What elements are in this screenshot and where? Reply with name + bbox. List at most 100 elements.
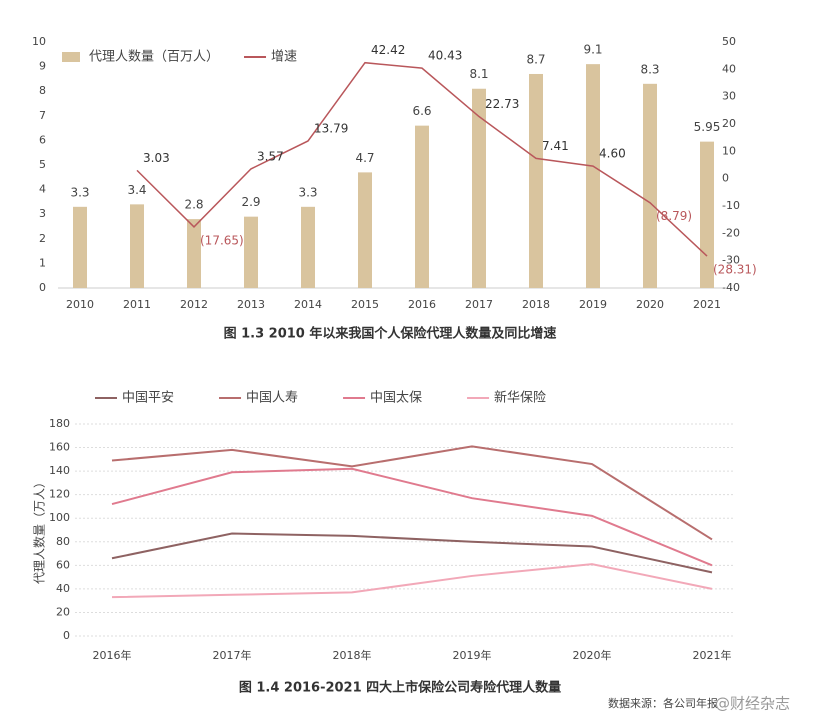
value-label: 4.7 (355, 151, 374, 165)
x-tick-label: 2013 (237, 298, 265, 311)
bar (415, 125, 429, 288)
line (136, 61, 708, 257)
legend-label: 新华保险 (494, 390, 546, 406)
bar (472, 88, 486, 289)
y-tick-label: 5 (39, 158, 46, 171)
y-axis-label: 代理人数量（万人） (32, 476, 47, 584)
bar (73, 206, 87, 288)
x-tick-label: 2017 (465, 298, 493, 311)
value-label: 4.60 (599, 147, 626, 161)
x-tick-label: 2018年 (333, 648, 372, 662)
legend-label: 代理人数量（百万人） (89, 50, 219, 65)
y-tick-label: 80 (56, 535, 70, 548)
value-label: 7.41 (542, 139, 569, 153)
y-tick-label: 160 (49, 441, 70, 454)
y-tick-label: 180 (49, 417, 70, 430)
x-tick-label: 2014 (294, 298, 322, 311)
y-tick-label: 7 (39, 109, 46, 122)
legend-label: 增速 (271, 50, 297, 65)
bar (130, 204, 144, 288)
y-tick-label: 120 (49, 488, 70, 501)
x-tick-label: 2012 (180, 298, 208, 311)
chart-title: 图 1.3 2010 年以来我国个人保险代理人数量及同比增速 (224, 326, 557, 342)
bar (700, 141, 714, 288)
value-label: 8.1 (469, 67, 488, 81)
bar (529, 73, 543, 288)
chart-title: 图 1.4 2016-2021 四大上市保险公司寿险代理人数量 (239, 680, 561, 696)
bar (244, 216, 258, 288)
value-label: 2.8 (184, 198, 203, 212)
y-tick-label: 3 (39, 207, 46, 220)
value-label: 8.7 (526, 52, 545, 66)
y2-tick-label: 10 (722, 144, 736, 157)
y2-tick-label: 0 (722, 172, 729, 185)
value-label: 5.95 (694, 120, 721, 134)
value-label: (17.65) (200, 233, 244, 247)
y-tick-label: 0 (39, 281, 46, 294)
value-label: 3.4 (127, 183, 146, 197)
x-tick-label: 2015 (351, 298, 379, 311)
x-tick-label: 2020年 (573, 648, 612, 662)
bar (301, 206, 315, 288)
value-label: (8.79) (656, 209, 692, 223)
value-label: 3.57 (257, 149, 284, 163)
value-label: 3.3 (298, 185, 317, 199)
y-tick-label: 6 (39, 133, 46, 146)
y2-tick-label: 40 (722, 62, 736, 75)
bar (643, 83, 657, 288)
x-tick-label: 2018 (522, 298, 550, 311)
y-tick-label: 140 (49, 464, 70, 477)
y2-tick-label: -10 (722, 199, 740, 212)
y-tick-label: 2 (39, 232, 46, 245)
x-tick-label: 2021年 (693, 648, 732, 662)
value-label: 6.6 (412, 104, 431, 118)
x-tick-label: 2011 (123, 298, 151, 311)
value-label: 22.73 (485, 97, 519, 111)
line (111, 563, 713, 599)
watermark: @财经杂志 (715, 695, 790, 713)
value-label: 3.3 (70, 185, 89, 199)
x-tick-label: 2016 (408, 298, 436, 311)
y2-tick-label: -20 (722, 226, 740, 239)
legend-label: 中国平安 (122, 391, 174, 406)
y-tick-label: 9 (39, 60, 46, 73)
bar (358, 172, 372, 288)
y-tick-label: 4 (39, 183, 46, 196)
x-tick-label: 2017年 (213, 648, 252, 662)
y2-tick-label: 30 (722, 90, 736, 103)
y2-tick-label: -40 (722, 281, 740, 294)
x-tick-label: 2019 (579, 298, 607, 311)
value-label: 40.43 (428, 49, 462, 63)
y-tick-label: 100 (49, 511, 70, 524)
line (111, 532, 713, 574)
y-tick-label: 60 (56, 558, 70, 571)
legend-label: 中国人寿 (246, 391, 298, 406)
y2-tick-label: -30 (722, 254, 740, 267)
value-label: 8.3 (640, 62, 659, 76)
bar (586, 64, 600, 288)
value-label: 3.03 (143, 151, 170, 165)
y-tick-label: 10 (32, 35, 46, 48)
x-tick-label: 2020 (636, 298, 664, 311)
line (111, 467, 713, 567)
x-tick-label: 2021 (693, 298, 721, 311)
y2-tick-label: 20 (722, 117, 736, 130)
x-tick-label: 2016年 (93, 648, 132, 662)
value-label: 9.1 (583, 43, 602, 57)
value-label: 13.79 (314, 121, 348, 135)
y-tick-label: 8 (39, 84, 46, 97)
bar (187, 219, 201, 288)
y-tick-label: 20 (56, 605, 70, 618)
value-label: (28.31) (713, 263, 757, 277)
x-tick-label: 2019年 (453, 648, 492, 662)
line (111, 445, 713, 541)
value-label: 2.9 (241, 195, 260, 209)
source: 数据来源：各公司年报 (608, 696, 718, 710)
y2-tick-label: 50 (722, 35, 736, 48)
value-label: 42.42 (371, 43, 405, 57)
y-tick-label: 1 (39, 256, 46, 269)
x-tick-label: 2010 (66, 298, 94, 311)
y-tick-label: 0 (63, 629, 70, 642)
legend-swatch (62, 52, 80, 62)
legend-label: 中国太保 (370, 391, 422, 406)
